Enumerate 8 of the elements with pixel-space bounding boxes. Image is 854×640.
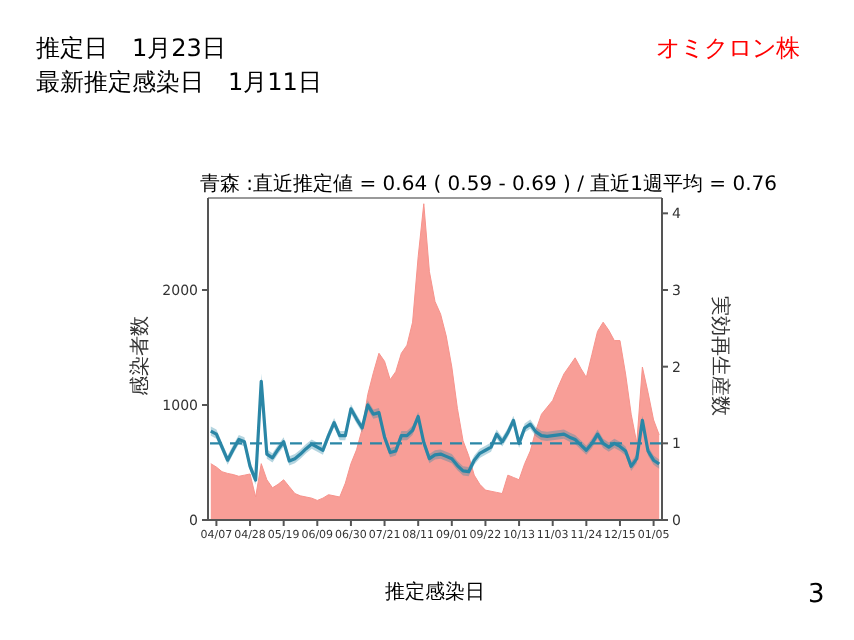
text: 最新推定感染日 1月11日 bbox=[36, 66, 322, 100]
text: オミクロン株 bbox=[656, 32, 800, 66]
chart-title: 青森 :直近推定値 = 0.64 ( 0.59 - 0.69 ) / 直近1週平均 = 0.76 bbox=[200, 171, 777, 198]
x-axis-title: 推定感染日 bbox=[383, 579, 487, 606]
text: 推定日 1月23日 bbox=[36, 32, 226, 66]
y2-axis-title: 実効再生産数 bbox=[706, 296, 733, 416]
text: 3 bbox=[808, 580, 825, 610]
y-axis-title: 感染者数 bbox=[127, 316, 154, 396]
